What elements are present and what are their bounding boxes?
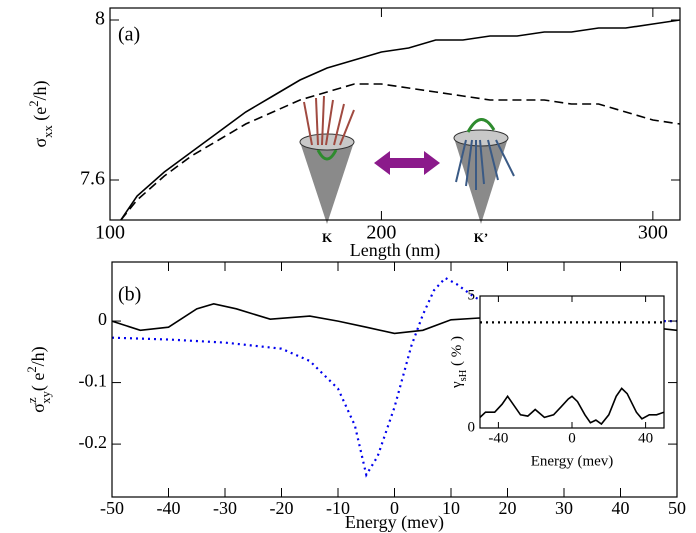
y-axis-label: σzxy( e2/h)	[25, 346, 53, 412]
rotation-kp	[466, 118, 496, 133]
y-axis-label-part: /h)	[28, 346, 49, 366]
y-axis-label-part: ( e	[28, 373, 49, 391]
x-tick-label: -40	[157, 498, 181, 518]
y-axis-label-part: (e	[30, 107, 51, 125]
y-tick-label: 7.6	[80, 168, 105, 190]
panel-label: (b)	[118, 284, 141, 306]
y-axis-label-part: σ	[30, 138, 50, 148]
cone-kp	[454, 138, 508, 224]
axes-frame	[109, 7, 681, 221]
spin-arrows-k	[303, 95, 355, 146]
inset-background	[480, 296, 664, 428]
x-tick-label: -10	[326, 498, 350, 518]
y-tick-label: 0	[98, 309, 107, 329]
y-axis-label-part: γ	[449, 381, 465, 389]
y-axis-label-part: 2	[25, 366, 39, 372]
spin-arrows-kp	[455, 139, 515, 190]
x-tick-label: -30	[213, 498, 237, 518]
x-tick-label: -20	[270, 498, 294, 518]
y-tick-label: -0.2	[79, 432, 108, 452]
y-axis-label-part: /h)	[30, 80, 51, 100]
series-line	[120, 83, 680, 220]
panel-label: (a)	[118, 24, 140, 46]
y-axis-label-part: sH	[458, 369, 469, 381]
y-tick-label: 8	[95, 8, 105, 30]
y-tick-label: 0	[468, 419, 476, 435]
x-axis-label: Length (nm)	[350, 240, 440, 261]
y-axis-label-part: σ	[28, 403, 48, 413]
valley-illustration	[299, 95, 515, 224]
x-tick-label: -50	[100, 498, 124, 518]
y-tick-label: 5	[468, 287, 476, 303]
y-axis-label-part: xy	[39, 390, 53, 403]
valley-label: K’	[474, 230, 488, 245]
y-axis-label-part: z	[25, 397, 39, 403]
x-tick-label: 0	[390, 498, 399, 518]
y-axis-label: σxx (e2/h)	[27, 80, 55, 147]
x-tick-label: 100	[95, 222, 125, 244]
y-axis-label-part: 2	[27, 100, 41, 106]
x-tick-label: 300	[638, 222, 668, 244]
x-tick-label: -40	[488, 430, 508, 446]
valley-label: K	[322, 230, 333, 245]
x-tick-label: 20	[499, 498, 517, 518]
double-arrow	[374, 151, 440, 175]
cone-k	[300, 142, 354, 224]
x-tick-label: 50	[668, 498, 686, 518]
rotation-k	[316, 149, 338, 161]
series-line	[120, 19, 680, 220]
x-tick-label: 0	[568, 430, 576, 446]
x-tick-label: 40	[612, 498, 630, 518]
series-line	[480, 387, 664, 426]
y-axis-label: γsH ( % )	[449, 336, 468, 389]
y-axis-label-part: xx	[41, 125, 55, 138]
x-axis-label: Energy (mev)	[345, 512, 444, 533]
y-axis-label-part: ( % )	[449, 336, 465, 370]
series-line	[112, 276, 677, 478]
x-tick-label: 10	[442, 498, 460, 518]
x-tick-label: 30	[555, 498, 573, 518]
x-axis-label: Energy (mev)	[531, 453, 614, 469]
x-tick-label: 200	[366, 222, 396, 244]
y-tick-label: -0.1	[79, 371, 108, 391]
x-tick-label: 40	[638, 430, 653, 446]
